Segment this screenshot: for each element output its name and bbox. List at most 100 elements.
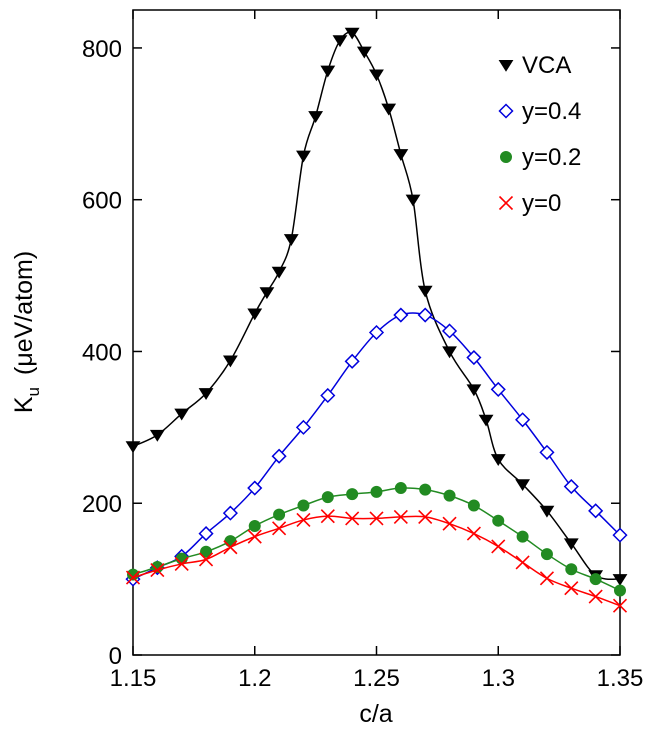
data-point-y-0-2 <box>394 482 407 495</box>
data-point-vca <box>222 355 238 368</box>
data-point-y-0-4 <box>295 419 312 435</box>
data-point-y-0-2 <box>419 483 432 496</box>
x-tick-label: 1.15 <box>110 665 157 692</box>
data-point-y-0-2 <box>516 530 529 543</box>
data-point-y-0-2 <box>467 499 480 512</box>
data-point-y-0-2 <box>200 545 213 558</box>
data-point-y-0 <box>491 539 506 554</box>
data-point-vca <box>149 429 165 442</box>
y-tick-label: 200 <box>82 491 122 518</box>
data-point-y-0-4 <box>588 503 604 519</box>
data-point-y-0-2 <box>370 485 383 498</box>
data-point-y-0 <box>150 562 165 578</box>
data-point-vca <box>466 384 482 397</box>
svg-text:Ku(μeV/atom): Ku (μeV/atom) <box>10 251 43 413</box>
data-point-y-0 <box>247 529 262 544</box>
data-point-y-0 <box>345 511 360 526</box>
y-tick-label: 800 <box>82 36 122 63</box>
data-point-vca <box>283 234 299 246</box>
legend-marker-y-0 <box>498 195 514 211</box>
data-point-y-0-2 <box>346 488 359 501</box>
legend: VCA y=0.4 y=0.2 y=0 <box>498 52 581 217</box>
data-point-vca <box>490 454 506 467</box>
data-point-vca <box>125 441 141 454</box>
legend-label: y=0.2 <box>522 144 581 171</box>
data-point-y-0-4 <box>490 381 506 397</box>
y-tick-label: 400 <box>82 339 122 366</box>
data-point-y-0 <box>174 556 189 572</box>
data-point-y-0 <box>125 570 141 585</box>
data-point-y-0-2 <box>273 508 286 521</box>
x-tick-label: 1.3 <box>482 665 515 692</box>
y-axis-label-main: K <box>10 396 38 413</box>
series-y-0 <box>125 509 628 613</box>
data-point-y-0-2 <box>589 573 602 586</box>
data-point-vca <box>198 388 214 400</box>
data-point-vca <box>478 414 494 427</box>
y-axis-label-sub: u <box>24 387 43 396</box>
data-point-y-0 <box>564 581 579 596</box>
data-point-y-0-4 <box>563 478 579 495</box>
data-point-y-0-4 <box>539 444 555 460</box>
data-point-y-0 <box>515 555 530 570</box>
data-point-y-0-2 <box>565 563 578 576</box>
legend-marker-y-0-4 <box>498 103 514 119</box>
data-point-y-0-2 <box>248 520 261 532</box>
legend-marker-y-0-2 <box>500 151 512 163</box>
data-point-y-0-2 <box>297 499 310 512</box>
y-axis-label: Ku (μeV/atom) <box>10 251 43 413</box>
data-point-y-0-4 <box>247 480 263 496</box>
series-y-0-2 <box>127 482 626 597</box>
data-point-vca <box>405 194 421 207</box>
data-point-vca <box>515 479 531 492</box>
data-point-y-0 <box>296 512 311 527</box>
legend-label: y=0 <box>522 190 561 217</box>
data-point-y-0-4 <box>612 527 628 543</box>
data-point-vca <box>320 65 336 78</box>
data-point-y-0 <box>393 509 408 524</box>
data-point-y-0-4 <box>393 307 409 323</box>
x-tick-label: 1.2 <box>238 665 271 692</box>
legend-label: VCA <box>522 52 571 79</box>
data-point-y-0 <box>418 509 433 524</box>
data-point-vca <box>393 149 409 161</box>
legend-item-y-0-2: y=0.2 <box>500 144 581 171</box>
data-point-vca <box>247 308 263 321</box>
data-point-y-0-2 <box>614 584 626 597</box>
data-point-vca <box>369 69 384 82</box>
data-point-y-0 <box>223 540 238 555</box>
data-point-vca <box>442 346 457 359</box>
data-point-y-0 <box>198 552 214 567</box>
data-point-y-0 <box>442 516 457 531</box>
data-point-y-0-4 <box>198 526 214 542</box>
y-tick-label: 0 <box>109 643 122 670</box>
data-point-vca <box>259 287 275 300</box>
data-point-vca <box>539 505 555 518</box>
data-point-y-0-2 <box>443 489 456 502</box>
data-point-y-0 <box>588 589 603 604</box>
series-vca <box>125 27 628 586</box>
y-axis-label-unit: (μeV/atom) <box>10 251 38 375</box>
series-y-0-4 <box>125 307 628 587</box>
legend-item-vca: VCA <box>498 52 571 79</box>
data-point-vca <box>381 103 397 116</box>
data-point-y-0 <box>539 571 555 586</box>
legend-item-y-0-4: y=0.4 <box>498 98 581 125</box>
data-point-vca <box>308 111 324 124</box>
data-point-y-0-4 <box>344 353 360 369</box>
data-point-vca <box>271 266 287 279</box>
data-point-y-0 <box>320 509 335 524</box>
data-point-vca <box>332 35 348 48</box>
data-point-vca <box>563 538 579 551</box>
x-tick-label: 1.35 <box>597 665 644 692</box>
data-point-y-0-4 <box>515 412 531 428</box>
data-point-y-0-4 <box>271 448 287 464</box>
data-point-y-0-2 <box>492 514 505 527</box>
data-point-y-0-4 <box>466 349 482 366</box>
y-tick-label: 600 <box>82 188 122 215</box>
data-point-y-0 <box>612 598 628 613</box>
data-point-vca <box>417 285 433 298</box>
data-point-y-0-2 <box>321 491 334 504</box>
data-point-vca <box>612 574 628 586</box>
legend-marker-vca <box>498 59 514 72</box>
